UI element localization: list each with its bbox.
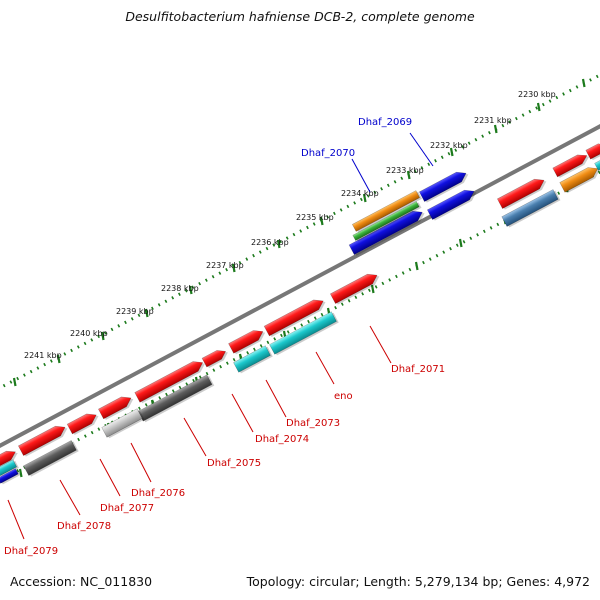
gene-label-leader	[99, 458, 121, 497]
scale-label: 2238 kbp	[161, 284, 199, 293]
inner-scale-tick	[18, 468, 23, 478]
gene-feature[interactable]	[233, 345, 273, 374]
gene-feature[interactable]	[351, 190, 422, 233]
gene-label[interactable]: Dhaf_2071	[391, 364, 445, 375]
gene-label-leaders	[7, 132, 434, 540]
gene-label-leader	[130, 442, 152, 483]
gene-label[interactable]: Dhaf_2077	[100, 503, 154, 514]
scale-tick	[276, 239, 281, 249]
scale-label: 2236 kbp	[251, 238, 289, 247]
scale-label: 2240 kbp	[70, 329, 108, 338]
gene-label-leader	[265, 379, 287, 418]
scale-tick	[56, 354, 61, 364]
gene-feature[interactable]	[101, 408, 145, 439]
gene-feature[interactable]	[0, 447, 20, 471]
gene-label-leader	[231, 393, 254, 433]
scale-label: 2239 kbp	[116, 307, 154, 316]
inner-scale-tick	[458, 238, 463, 248]
gene-feature[interactable]	[98, 392, 135, 420]
scale-tick	[188, 285, 193, 295]
gene-label[interactable]: Dhaf_2078	[57, 521, 111, 532]
gene-feature[interactable]	[352, 201, 422, 243]
scale-label: 2230 kbp	[518, 90, 556, 99]
gene-feature[interactable]	[263, 295, 328, 337]
scale-tick	[100, 331, 105, 341]
gene-feature[interactable]	[585, 140, 600, 161]
gene-label[interactable]: Dhaf_2070	[301, 148, 355, 159]
gene-feature[interactable]	[0, 459, 19, 478]
gene-feature[interactable]	[497, 175, 549, 211]
gene-label-leader	[183, 417, 207, 457]
gene-feature[interactable]	[427, 186, 479, 222]
gene-feature[interactable]	[18, 422, 70, 458]
gene-feature[interactable]	[0, 468, 21, 485]
scale-tick	[12, 377, 17, 387]
scale-tick	[406, 170, 411, 180]
gene-label-leader	[7, 499, 25, 540]
scale-tick	[449, 147, 454, 157]
scale-track	[0, 73, 600, 390]
gene-feature[interactable]	[330, 270, 382, 306]
scale-tick	[144, 308, 149, 318]
scale-label: 2237 kbp	[206, 261, 244, 270]
scale-tick	[536, 102, 541, 112]
scale-tick	[231, 263, 236, 273]
gene-label[interactable]: eno	[334, 391, 353, 402]
gene-feature[interactable]	[134, 357, 208, 404]
scale-label: 2234 kbp	[341, 189, 379, 198]
inner-scale-tick	[370, 284, 375, 294]
gene-label-leader	[351, 158, 371, 193]
scale-label: 2232 kbp	[430, 141, 468, 150]
gene-feature[interactable]	[201, 346, 230, 369]
gene-label[interactable]: Dhaf_2076	[131, 488, 185, 499]
gene-feature[interactable]	[559, 163, 600, 194]
gene-feature[interactable]	[419, 168, 471, 204]
gene-label[interactable]: Dhaf_2069	[358, 117, 412, 128]
gene-label[interactable]: Dhaf_2074	[255, 434, 309, 445]
gene-feature[interactable]	[348, 207, 427, 257]
genome-backbone	[0, 124, 600, 448]
gene-label[interactable]: Dhaf_2079	[4, 546, 58, 557]
gene-label[interactable]: Dhaf_2075	[207, 458, 261, 469]
gene-feature[interactable]	[228, 326, 268, 355]
scale-label: 2231 kbp	[474, 116, 512, 125]
feature-track	[0, 140, 600, 485]
inner-scale-track	[0, 170, 600, 482]
scale-tick	[362, 193, 367, 203]
gene-feature[interactable]	[552, 150, 592, 178]
gene-label-leader	[315, 351, 335, 385]
scale-tick	[319, 216, 324, 226]
scale-ticks	[12, 78, 586, 387]
gene-feature[interactable]	[66, 409, 101, 435]
scale-tick	[581, 78, 586, 88]
gene-feature[interactable]	[501, 189, 561, 228]
map-title: Desulfitobacterium hafniense DCB-2, comp…	[125, 9, 475, 24]
inner-scale-tick	[414, 261, 419, 271]
gene-label-leader	[409, 132, 434, 167]
gene-label[interactable]: Dhaf_2073	[286, 418, 340, 429]
scale-label: 2235 kbp	[296, 213, 334, 222]
gene-feature[interactable]	[23, 440, 79, 478]
scale-labels: 2230 kbp 2231 kbp 2232 kbp 2233 kbp 2234 kbp…	[24, 90, 556, 360]
accession-text: Accession: NC_011830	[10, 574, 153, 589]
gene-label-leader	[59, 479, 81, 516]
scale-tick	[493, 124, 498, 134]
genome-stats-text: Topology: circular; Length: 5,279,134 bp…	[246, 574, 590, 589]
scale-label: 2233 kbp	[386, 166, 424, 175]
gene-feature[interactable]	[269, 311, 339, 356]
gene-label-leader	[369, 325, 392, 364]
scale-label: 2241 kbp	[24, 351, 62, 360]
